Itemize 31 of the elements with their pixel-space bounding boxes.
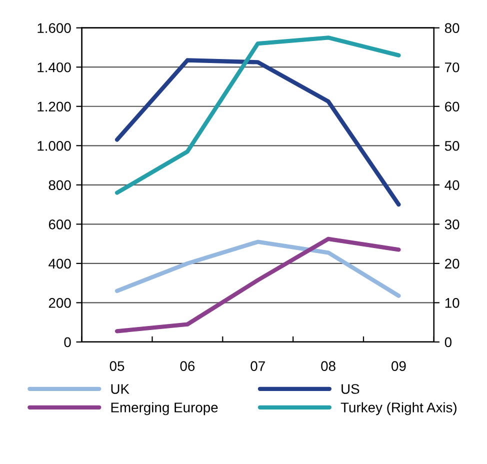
legend-label: Emerging Europe xyxy=(111,402,218,416)
legend-label: US xyxy=(342,384,360,394)
y2-tick-label: 20 xyxy=(445,258,460,269)
x-tick-label: 09 xyxy=(392,361,406,372)
y-tick-label: 200 xyxy=(48,298,71,308)
y-tick-label: 1.600 xyxy=(38,23,71,34)
legend-label: UK xyxy=(111,384,130,394)
y2-tick-label: 80 xyxy=(444,23,460,34)
y2-tick-label: 30 xyxy=(444,220,460,230)
y2-tick-label: 70 xyxy=(445,62,460,72)
y-tick-label: 600 xyxy=(48,220,71,230)
legend-label: Turkey (Right Axis) xyxy=(340,402,456,416)
y2-tick-label: 10 xyxy=(445,298,460,308)
y-tick-label: 400 xyxy=(48,258,71,269)
line-series xyxy=(114,240,401,298)
x-tick-label: 05 xyxy=(110,361,124,372)
y-tick-label: 1.200 xyxy=(38,102,71,112)
y-tick-label: 1.000 xyxy=(38,140,71,151)
y-tick-label: 1.400 xyxy=(38,62,71,72)
x-tick-label: 07 xyxy=(250,361,265,372)
line-series xyxy=(114,36,401,195)
y2-tick-label: 50 xyxy=(444,140,460,151)
y2-tick-label: 0 xyxy=(444,337,452,348)
line-series xyxy=(114,58,401,207)
x-tick-label: 06 xyxy=(180,361,195,372)
y2-tick-label: 60 xyxy=(445,102,460,112)
x-tick-label: 08 xyxy=(321,361,336,372)
line-series xyxy=(114,236,401,334)
y2-tick-label: 40 xyxy=(444,180,460,190)
y-tick-label: 0 xyxy=(64,337,71,348)
y-tick-label: 800 xyxy=(48,180,71,190)
